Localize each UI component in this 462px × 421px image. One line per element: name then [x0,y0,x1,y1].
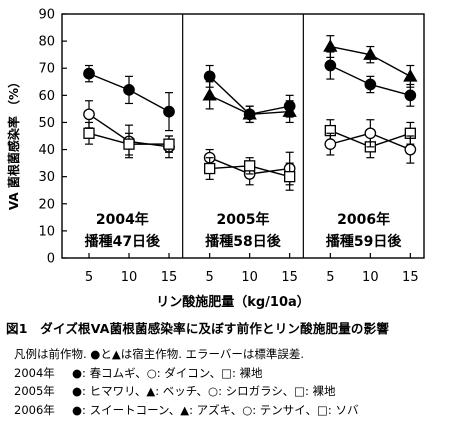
data-point [123,138,135,150]
panel-year-label: 2004年 [96,211,149,228]
legend-row-2005: 2005年 ●: ヒマワリ、▲: ベッチ、○: シロガラシ、□: 裸地 [14,382,454,401]
data-point [404,89,417,102]
legend-year: 2006年 [14,402,55,417]
data-point [363,47,378,60]
data-point [242,107,257,120]
data-point [202,88,217,101]
legend-row-2004: 2004年 ●: 春コムギ、○: ダイコン、□: 裸地 [14,364,454,383]
data-point [364,127,377,140]
data-point [163,138,175,150]
panel-sowing-label: 播種47日後 [85,233,161,250]
data-point [364,78,377,91]
legend-row-2006: 2006年 ●: スイートコーン、▲: アズキ、○: テンサイ、□: ソバ [14,401,454,420]
data-point [404,143,417,156]
x-tick-label: 15 [161,270,178,285]
series-filled-circle [324,51,417,107]
y-tick-label: 50 [38,116,55,131]
data-point [163,105,175,118]
panel-year-label: 2006年 [337,211,390,228]
data-point [284,171,296,183]
data-point [324,138,337,150]
legend-text: ●: 春コムギ、○: ダイコン、□: 裸地 [72,365,263,380]
legend-notes: 凡例は前作物. ●と▲は宿主作物. エラーバーは標準誤差. 2004年 ●: 春コ… [14,345,454,419]
x-tick-label: 10 [362,270,379,285]
plot-frame [61,13,425,259]
panel-year-label: 2005年 [217,211,270,228]
data-point [83,127,95,139]
data-point [83,108,95,121]
series-filled-triangle [323,35,418,88]
y-axis: 0 10 20 30 40 50 60 70 80 90 [38,8,67,267]
data-point [123,84,135,96]
x-tick-label: 10 [241,270,258,285]
y-tick-label: 60 [38,89,55,104]
y-tick-label: 90 [38,8,55,23]
y-tick-label: 70 [38,62,55,77]
plot-border [61,13,425,259]
data-point [282,104,297,117]
y-tick-label: 20 [38,197,55,212]
x-tick-label: 15 [402,270,419,285]
y-tick-label: 40 [38,143,55,158]
x-tick-label: 5 [85,270,93,285]
y-tick-label: 0 [47,252,55,267]
x-tick-label: 5 [206,270,214,285]
data-point [83,67,95,80]
series-open-circle [324,119,417,164]
data-point [324,59,337,72]
x-tick-label: 10 [121,270,138,285]
legend-text: ●: ヒマワリ、▲: ベッチ、○: シロガラシ、□: 裸地 [72,384,336,398]
y-tick-label: 10 [38,224,55,239]
y-axis-label: VA 菌根菌感染率 （%） [6,76,21,210]
figure-caption: 図1 ダイズ根VA菌根菌感染率に及ぼす前作とリン酸施肥量の影響 [6,321,390,336]
series-filled-circle [83,64,175,132]
data-point [323,39,338,52]
data-point [403,69,418,82]
data-point [244,160,256,172]
data-point [204,162,216,175]
panel-sowing-label: 播種58日後 [205,233,281,250]
chart-figure: 0 10 20 30 40 50 60 70 80 90 5 10 15 5 10 15 5 10 15 2004… [6,8,425,310]
x-axis: 5 10 15 5 10 15 5 10 15 [85,253,419,285]
series-open-square [83,121,175,156]
legend-year: 2004年 [14,365,55,380]
x-axis-label: リン酸施肥量（kg/10a） [156,294,310,310]
data-point [203,70,216,83]
y-tick-label: 80 [38,35,55,50]
legend-intro: 凡例は前作物. ●と▲は宿主作物. エラーバーは標準誤差. [14,347,305,361]
series-open-square [204,157,296,191]
y-tick-label: 30 [38,170,55,185]
x-tick-label: 5 [326,270,334,285]
panel-sowing-label: 播種59日後 [326,233,402,250]
legend-year: 2005年 [14,384,55,398]
x-tick-label: 15 [281,270,298,285]
series-filled-triangle [202,81,297,124]
legend-text: ●: スイートコーン、▲: アズキ、○: テンサイ、□: ソバ [72,402,359,417]
